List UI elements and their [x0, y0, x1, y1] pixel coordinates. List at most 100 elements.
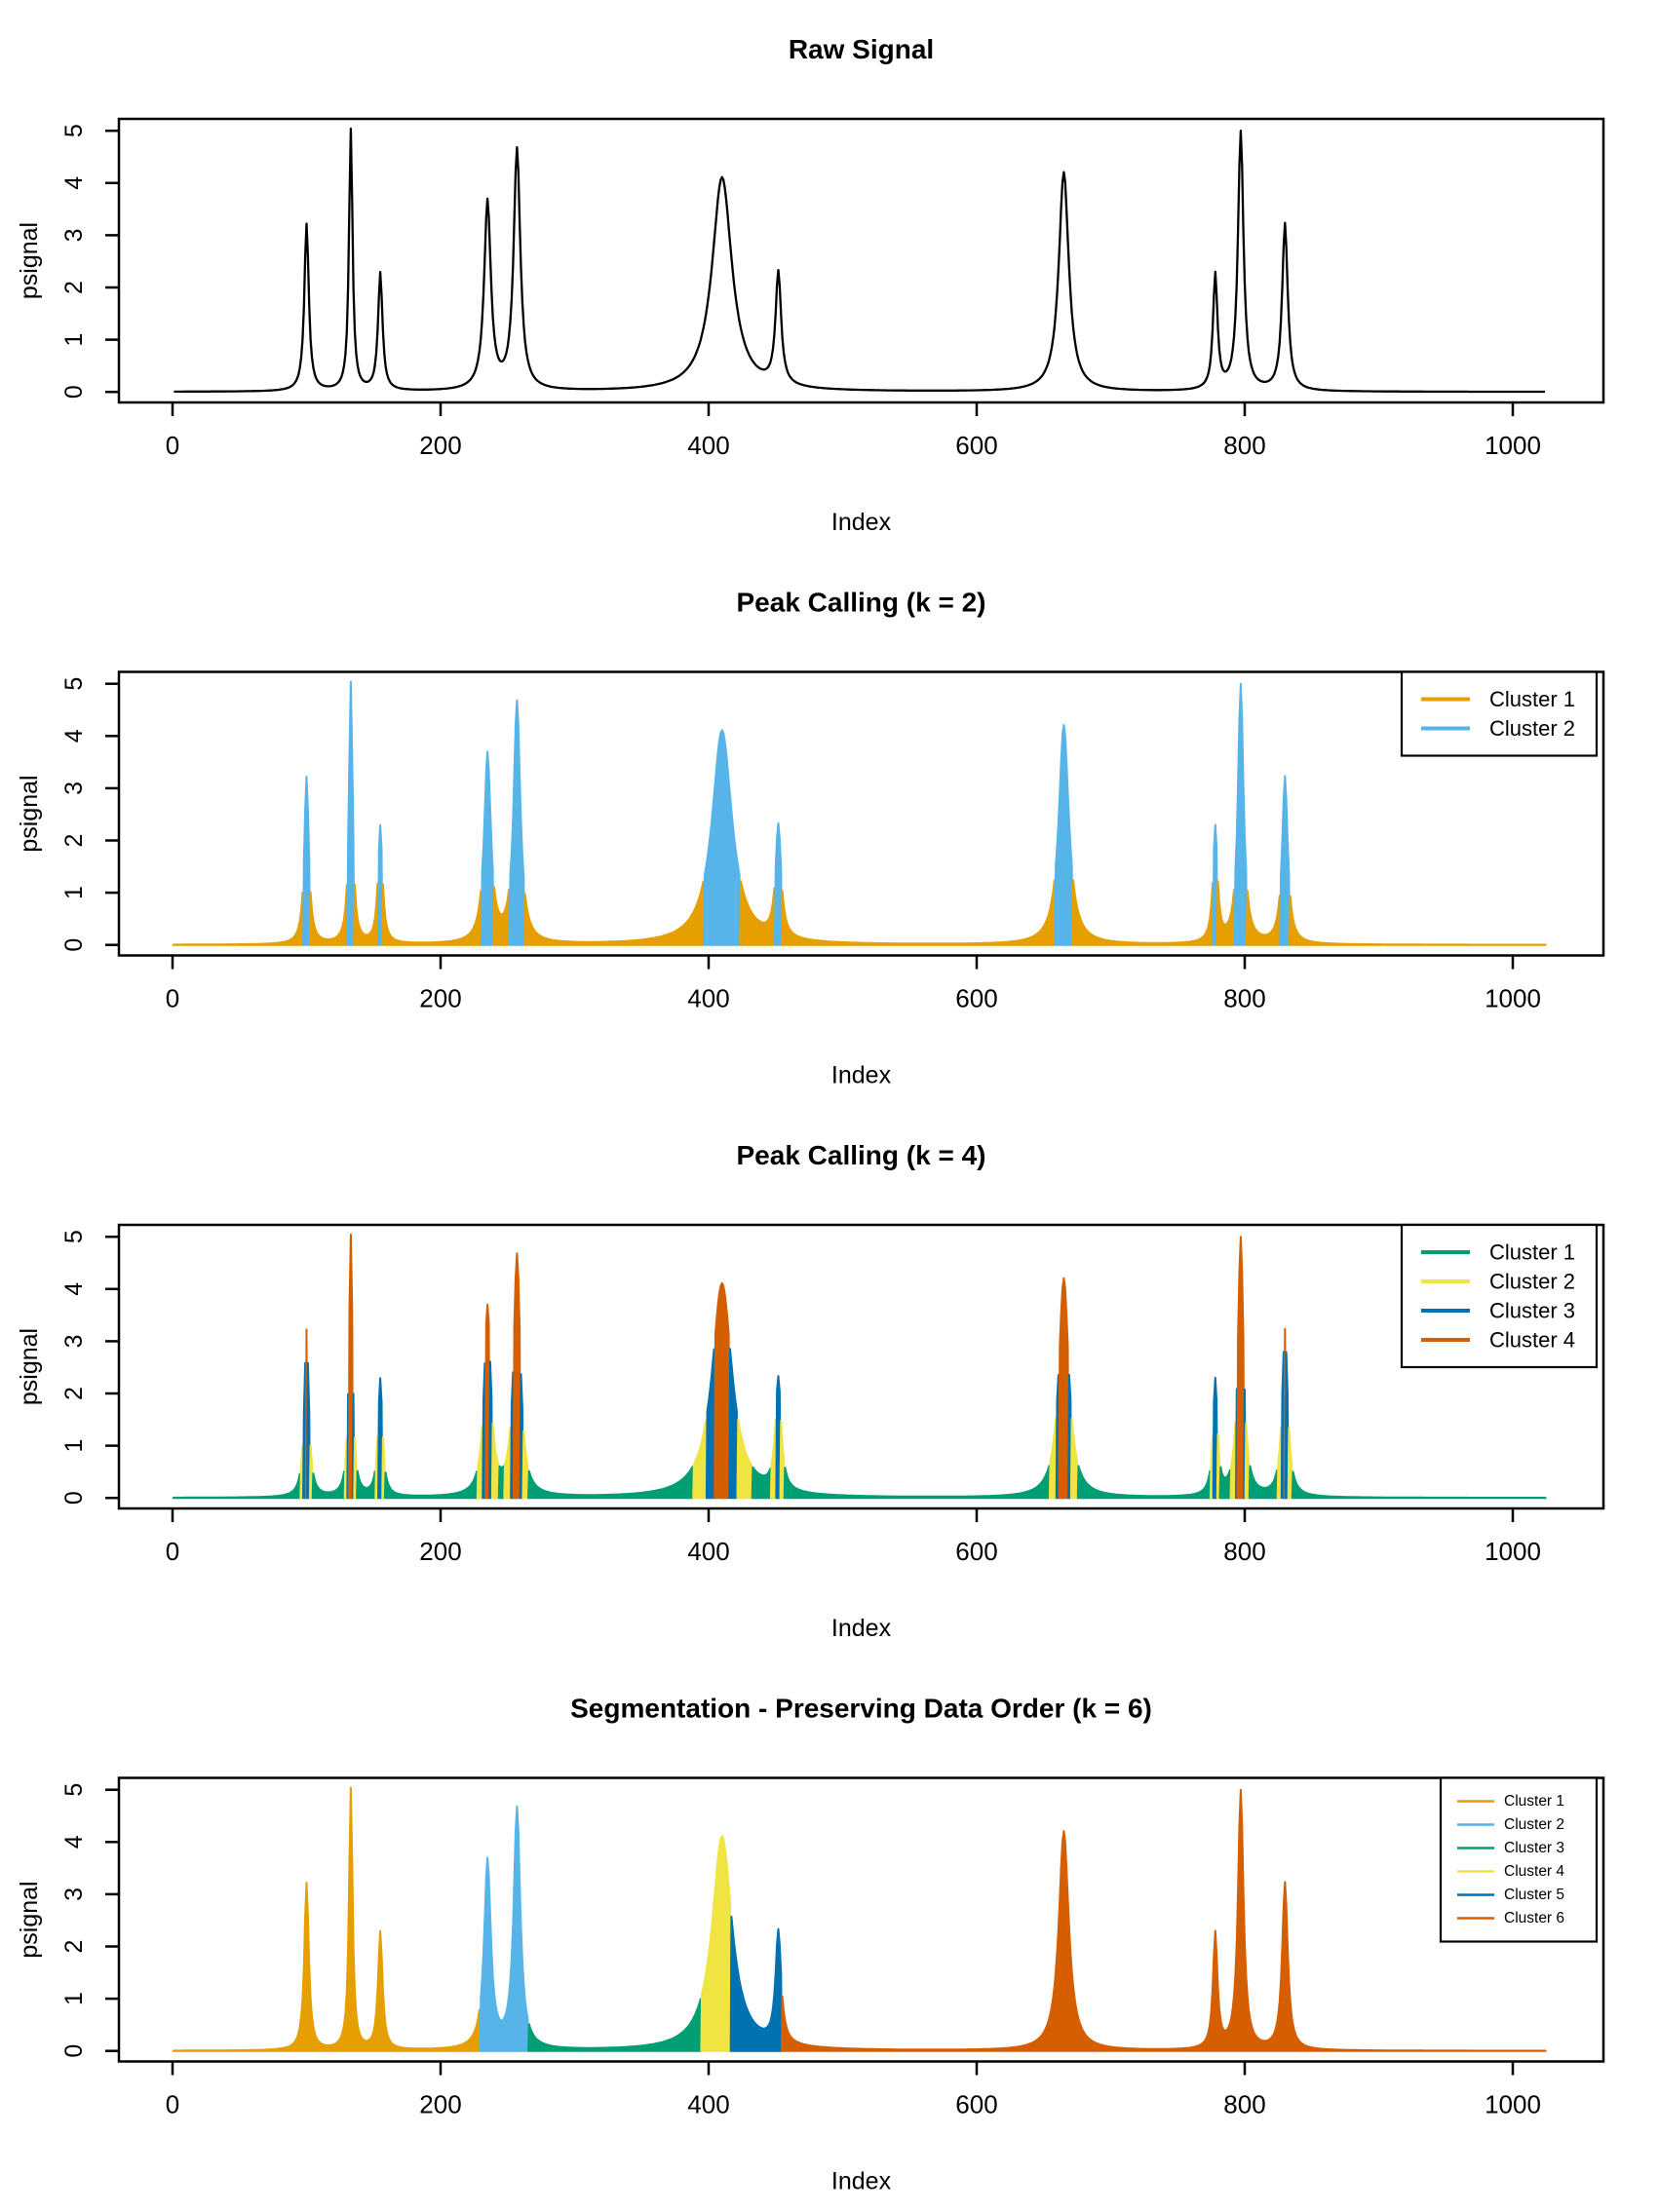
x-tick-label: 0 — [166, 431, 179, 460]
legend: Cluster 1 Cluster 2 Cluster 3 Cluster 4 Clus… — [1439, 1776, 1599, 1943]
x-axis-label: Index — [831, 1062, 892, 1089]
cluster-run-1 — [308, 884, 349, 946]
y-tick-label: 1 — [60, 333, 88, 347]
panel-title: Peak Calling (k = 2) — [737, 588, 986, 618]
y-tick-label: 2 — [60, 1940, 88, 1954]
y-tick-label: 2 — [60, 1387, 88, 1400]
cluster-run-1 — [492, 886, 511, 946]
cluster-run-3 — [728, 1348, 739, 1500]
y-axis-label: psignal — [16, 1328, 43, 1405]
y-tick-label: 5 — [60, 1783, 88, 1797]
cluster-run-1 — [1248, 1465, 1279, 1500]
cluster-run-6 — [780, 1788, 1547, 2052]
y-tick-label: 4 — [60, 1282, 88, 1296]
x-tick-label: 600 — [955, 431, 997, 460]
legend-label-cluster-3: Cluster 3 — [1504, 1840, 1564, 1856]
cluster-run-1 — [1218, 1466, 1232, 1500]
legend-label-cluster-1: Cluster 1 — [1504, 1793, 1564, 1810]
x-tick-label: 400 — [687, 984, 729, 1013]
x-tick-label: 1000 — [1485, 1537, 1541, 1566]
y-tick-label: 3 — [60, 782, 88, 795]
cluster-run-1 — [353, 882, 380, 946]
x-axis-label: Index — [831, 1615, 892, 1642]
plot-box — [117, 670, 1605, 957]
cluster-run-1 — [751, 1466, 772, 1500]
cluster-run-2 — [503, 1427, 513, 1500]
legend-label-cluster-3: Cluster 3 — [1489, 1299, 1575, 1323]
cluster-run-2 — [774, 821, 783, 946]
cluster-run-1 — [311, 1470, 346, 1500]
cluster-run-4 — [1236, 1236, 1246, 1500]
x-tick-label: 0 — [166, 2090, 179, 2119]
cluster-run-2 — [490, 1422, 500, 1500]
cluster-run-2 — [692, 1419, 708, 1500]
y-tick-label: 1 — [60, 1992, 88, 2005]
legend-label-cluster-5: Cluster 5 — [1504, 1887, 1564, 1903]
cluster-run-2 — [346, 680, 356, 946]
cluster-run-2 — [521, 1430, 530, 1500]
cluster-run-2 — [480, 750, 495, 946]
x-axis-label: Index — [831, 2168, 892, 2195]
cluster-run-1 — [172, 1472, 302, 1500]
cluster-run-2 — [302, 776, 311, 946]
cluster-run-1 — [172, 891, 305, 946]
y-tick-label: 0 — [60, 385, 88, 399]
cluster-run-4 — [512, 1252, 521, 1500]
cluster-run-1 — [1215, 880, 1236, 946]
panel-peak-calling-k4: Peak Calling (k = 4) 0 200 400 600 800 1000 0 1 2… — [16, 1140, 1605, 1642]
y-tick-label: 0 — [60, 938, 88, 952]
y-tick-label: 3 — [60, 1888, 88, 1901]
legend-label-cluster-6: Cluster 6 — [1504, 1910, 1564, 1926]
legend-label-cluster-2: Cluster 2 — [1489, 1270, 1575, 1294]
cluster-run-1 — [383, 1470, 479, 1500]
plot-box — [117, 1223, 1605, 1510]
x-tick-label: 400 — [687, 431, 729, 460]
cluster-run-1 — [527, 1466, 695, 1500]
x-tick-label: 600 — [955, 2090, 997, 2119]
y-tick-label: 4 — [60, 729, 88, 743]
legend: Cluster 1 Cluster 2 — [1400, 670, 1599, 757]
panel-title: Peak Calling (k = 4) — [737, 1140, 986, 1170]
x-tick-label: 400 — [687, 2090, 729, 2119]
panel-raw-signal: Raw Signal 0 200 400 600 800 1000 0 1 2 3 4 5 Index ps… — [16, 34, 1605, 536]
cluster-run-4 — [714, 1281, 731, 1500]
cluster-run-2 — [1069, 1417, 1079, 1500]
legend-label-cluster-1: Cluster 1 — [1489, 687, 1575, 711]
cluster-run-1 — [739, 880, 777, 946]
x-tick-label: 800 — [1223, 984, 1265, 1013]
x-tick-label: 200 — [419, 1537, 461, 1566]
cluster-run-1 — [172, 1786, 482, 2052]
plot-box — [117, 117, 1605, 404]
x-tick-label: 0 — [166, 984, 179, 1013]
cluster-run-1 — [783, 1465, 1051, 1500]
cluster-run-1 — [381, 883, 482, 946]
cluster-run-2 — [1279, 775, 1292, 946]
x-tick-label: 200 — [419, 431, 461, 460]
x-tick-label: 600 — [955, 984, 997, 1013]
cluster-run-2 — [479, 1805, 530, 2052]
y-axis-label: psignal — [16, 1881, 43, 1958]
cluster-run-2 — [703, 729, 742, 946]
legend-label-cluster-2: Cluster 2 — [1489, 716, 1575, 741]
y-tick-label: 2 — [60, 834, 88, 848]
panel-peak-calling-k2: Peak Calling (k = 2) 0 200 400 600 800 1000 0 1 2… — [16, 588, 1605, 1089]
y-tick-label: 1 — [60, 1439, 88, 1453]
cluster-run-4 — [700, 1835, 732, 2052]
x-tick-label: 800 — [1223, 2090, 1265, 2119]
y-tick-label: 2 — [60, 281, 88, 294]
cluster-run-1 — [1291, 1470, 1547, 1500]
cluster-run-1 — [780, 879, 1057, 946]
cluster-run-4 — [1058, 1277, 1070, 1500]
y-tick-label: 5 — [60, 124, 88, 137]
y-axis-label: psignal — [16, 775, 43, 852]
legend-box — [1400, 1223, 1599, 1369]
cluster-run-2 — [1233, 682, 1249, 946]
x-tick-label: 400 — [687, 1537, 729, 1566]
legend-label-cluster-4: Cluster 4 — [1504, 1863, 1564, 1880]
cluster-run-5 — [729, 1915, 783, 2052]
x-tick-label: 1000 — [1485, 2090, 1541, 2119]
y-tick-label: 5 — [60, 677, 88, 691]
cluster-run-2 — [736, 1419, 753, 1500]
